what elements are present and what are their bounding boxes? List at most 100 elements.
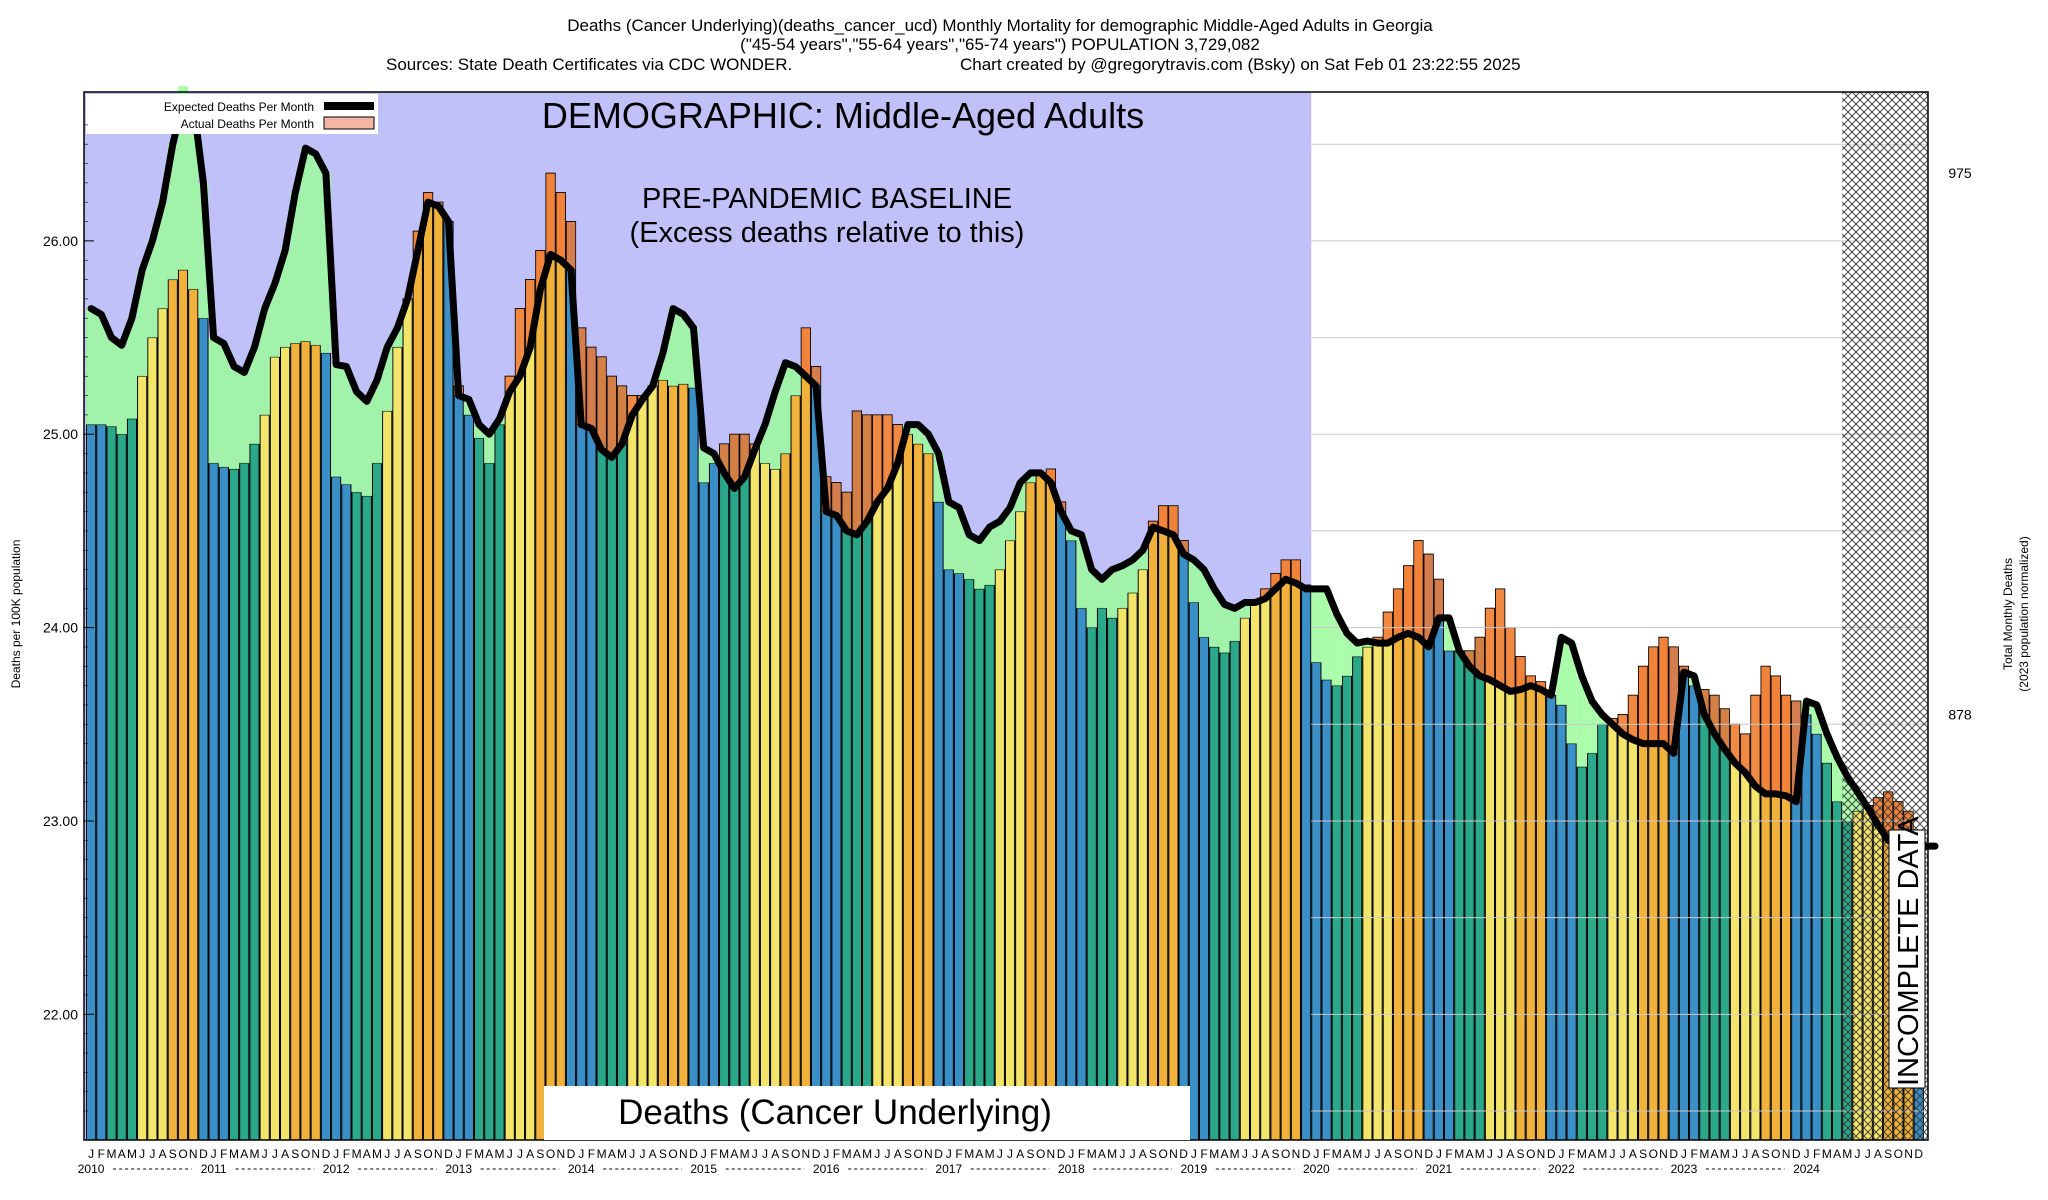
x-month-label: J [384,1147,390,1161]
x-month-label: J [139,1147,145,1161]
x-month-label: M [1577,1147,1587,1161]
excess-fill [1638,665,1648,744]
bar-2016-2 [831,482,842,1141]
bar-2010-11 [188,288,199,1141]
deficit-fill [137,269,148,377]
x-month-label: J [1068,1147,1074,1161]
deficit-fill [126,318,138,419]
x-month-label: F [1445,1147,1452,1161]
bar-2015-1 [698,482,709,1141]
bar-2017-3 [964,578,975,1141]
bar-2017-9 [1025,482,1036,1141]
bar-2019-11 [1290,559,1302,1141]
deficit-fill [1576,675,1587,767]
bar-2010-7 [147,337,158,1141]
x-month-label: J [262,1147,268,1161]
x-month-label: S [659,1147,667,1161]
excess-fill [1750,694,1761,787]
bar-2018-12 [1178,540,1189,1141]
bar-2014-4 [606,375,617,1141]
x-month-label: A [526,1147,534,1161]
bar-2012-6 [382,410,393,1141]
deficit-fill [1831,757,1843,802]
deficit-fill [279,250,291,348]
bar-2012-2 [341,484,352,1141]
x-month-label: M [1352,1147,1362,1161]
bar-2013-10 [545,172,556,1141]
excess-fill [1627,694,1638,741]
incomplete-data-label: INCOMPLETE DATA [1893,816,1925,1086]
x-month-label: J [272,1147,278,1161]
x-month-label: M [495,1147,505,1161]
bar-2015-2 [708,462,720,1141]
deficit-fill [106,337,117,427]
deficit-fill [1219,604,1230,653]
bar-2017-6 [994,569,1005,1141]
x-month-label: A [1139,1147,1147,1161]
x-month-label: O [1159,1147,1168,1161]
bar-2021-6 [1484,607,1496,1141]
x-year-label: 2015 [690,1162,717,1176]
x-month-label: D [1914,1147,1923,1161]
x-month-label: D [1669,1147,1678,1161]
bar-2020-1 [1311,661,1322,1141]
x-year-label: 2014 [568,1162,595,1176]
bar-2022-1 [1556,704,1567,1141]
x-month-label: J [1742,1147,1748,1161]
bar-2019-6 [1239,617,1250,1141]
x-month-label: S [536,1147,544,1161]
x-year-label: 2018 [1058,1162,1085,1176]
deficit-fill [1321,588,1332,680]
deficit-fill [1229,608,1240,642]
x-month-label: O [791,1147,800,1161]
deficit-fill [994,521,1005,570]
x-month-label: J [1865,1147,1871,1161]
x-year-label: 2011 [201,1162,227,1176]
x-month-label: O [546,1147,555,1161]
bar-2019-8 [1260,588,1271,1141]
bar-2011-9 [290,342,301,1141]
x-month-label: M [617,1147,627,1161]
bar-2021-11 [1535,681,1547,1141]
deficit-fill [1015,482,1026,512]
x-month-label: S [1026,1147,1034,1161]
x-month-label: D [322,1147,331,1161]
demographic-banner: DEMOGRAPHIC: Middle-Aged Adults [542,95,1144,136]
bar-2022-4 [1586,752,1598,1141]
deficit-fill [341,366,352,485]
x-month-label: J [1803,1147,1809,1161]
x-month-label: M [1597,1147,1607,1161]
x-month-label: O [1526,1147,1535,1161]
bar-2019-5 [1229,640,1240,1141]
deficit-fill [484,434,495,464]
deficit-fill [678,314,689,384]
bar-2017-11 [1045,468,1056,1141]
legend-actual-label: Actual Deaths Per Month [181,117,314,131]
bar-2011-12 [320,352,332,1141]
bar-2024-4 [1831,801,1843,1141]
bar-2010-10 [177,269,189,1141]
x-month-label: O [423,1147,432,1161]
x-month-label: O [1771,1147,1780,1161]
deficit-fill [1076,534,1087,609]
x-year-label: 2017 [935,1162,962,1176]
x-month-label: J [1364,1147,1370,1161]
bar-2017-2 [953,572,965,1141]
x-month-label: D [1302,1147,1311,1161]
bar-2022-5 [1597,723,1608,1141]
x-year-label: 2010 [78,1162,105,1176]
x-month-label: O [1281,1147,1290,1161]
bar-2015-12 [810,366,822,1141]
x-month-label: M [1699,1147,1709,1161]
x-month-label: J [1855,1147,1861,1161]
bar-2010-8 [157,308,168,1141]
bar-2011-2 [218,466,229,1141]
bar-2018-6 [1117,607,1128,1141]
excess-fill [1648,646,1659,744]
y-tick-label: 26.00 [43,233,78,249]
x-month-label: O [301,1147,310,1161]
deficit-fill [1239,602,1250,618]
excess-fill [606,375,617,458]
x-month-label: F [1323,1147,1330,1161]
x-month-label: D [1547,1147,1556,1161]
